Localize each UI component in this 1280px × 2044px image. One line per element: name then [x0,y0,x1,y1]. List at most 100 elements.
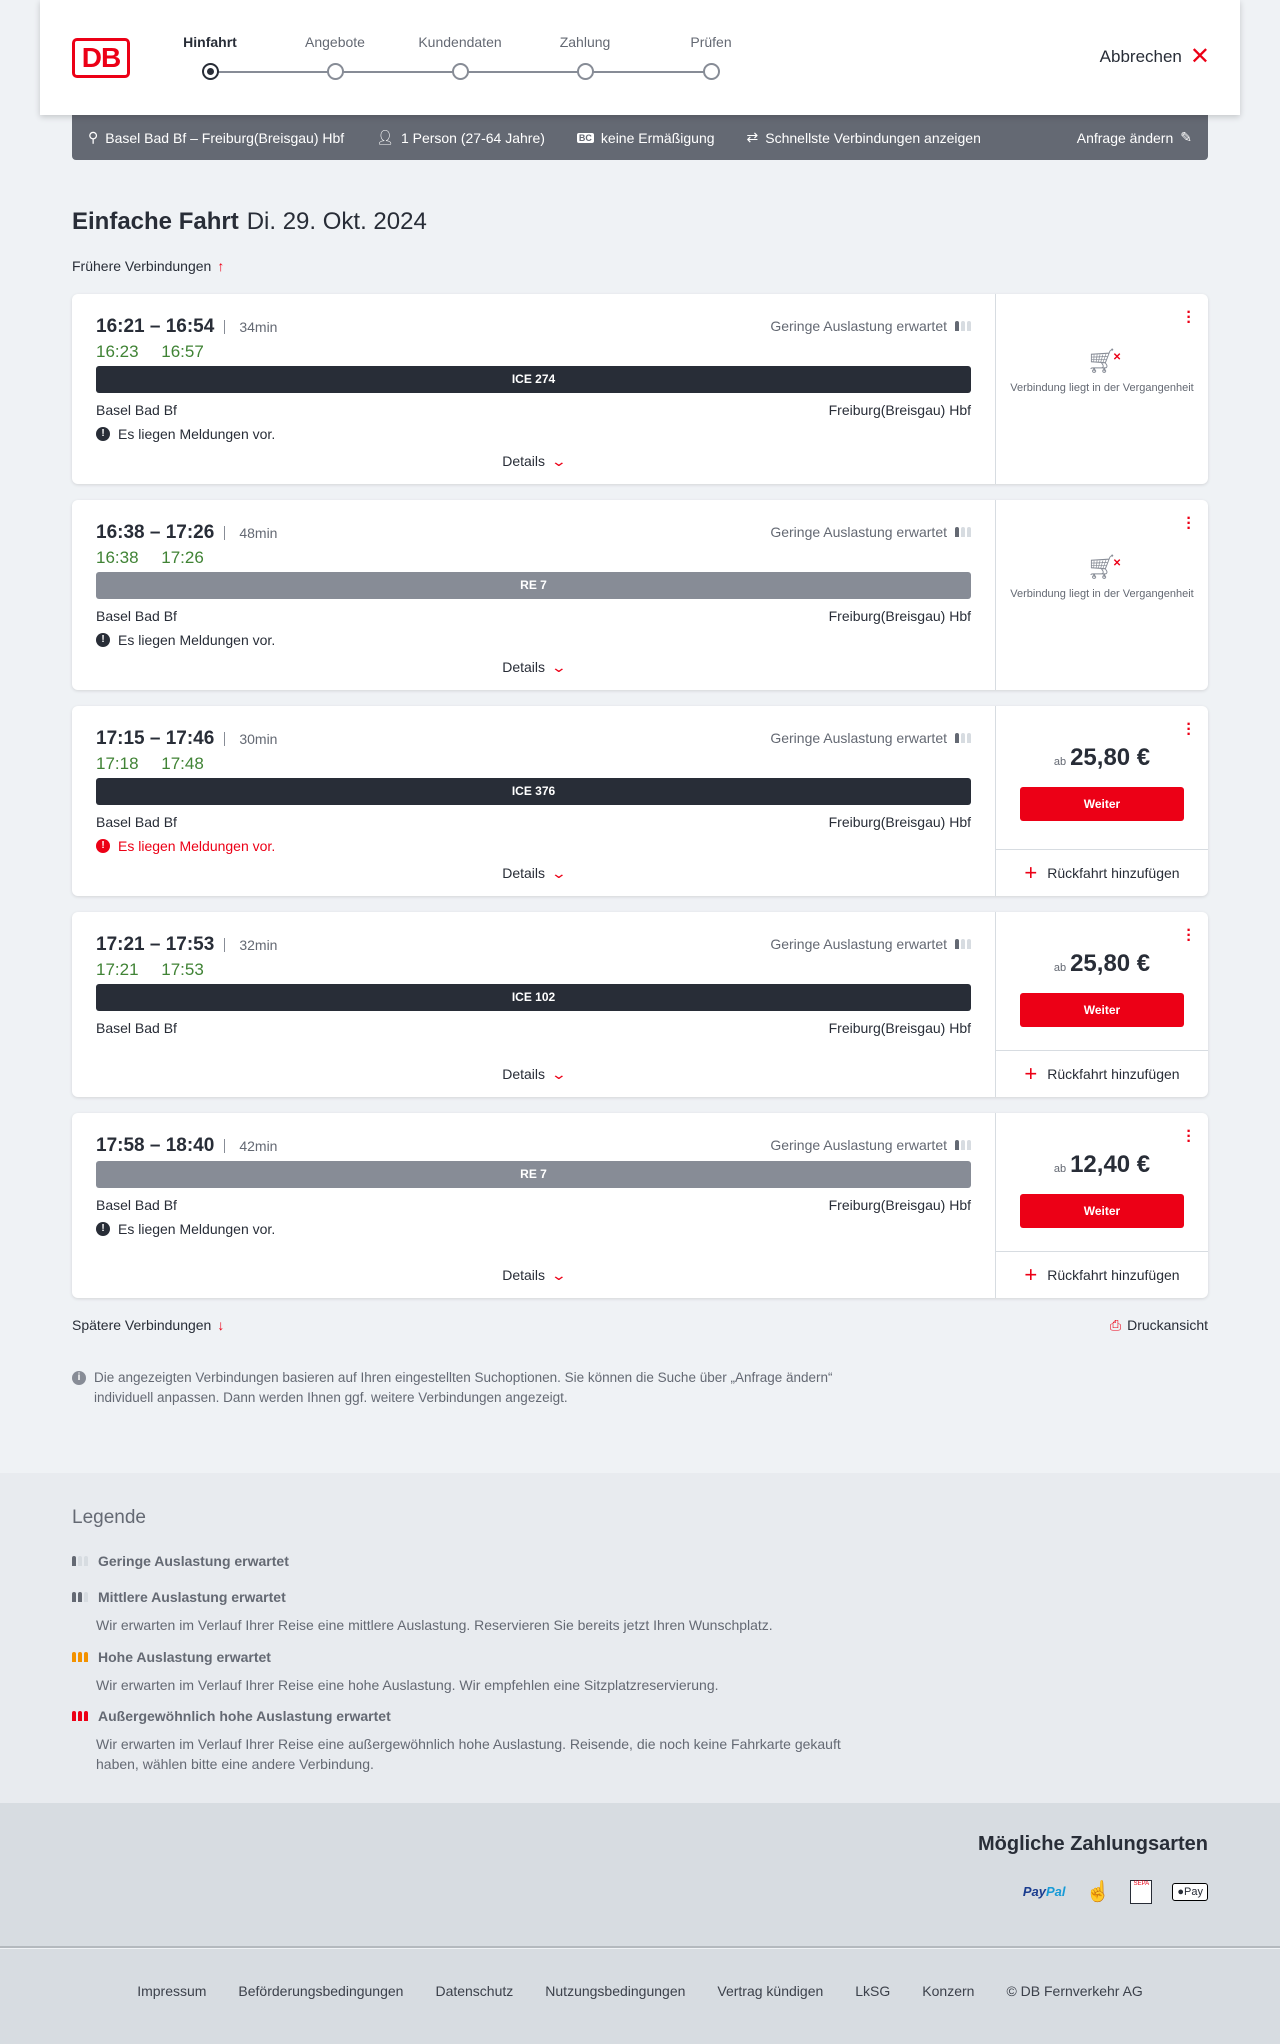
earlier-connections-link[interactable]: Frühere Verbindungen ↑ [72,258,224,274]
search-summary-bar: ⚲ Basel Bad Bf – Freiburg(Breisgau) Hbf 👤… [72,115,1208,160]
load-low-icon [955,733,971,743]
scheduled-times: 16:38 – 17:26 48min [96,522,277,544]
step-hinfahrt: Hinfahrt [183,34,237,50]
duration: 32min [224,938,277,952]
train-bar[interactable]: ICE 274 [96,366,971,393]
legend-item-high: Hohe Auslastung erwartet Wir erwarten im … [72,1649,856,1695]
load-info: Geringe Auslastung erwartet [770,1137,971,1153]
train-bar[interactable]: ICE 102 [96,984,971,1011]
step-angebote: Angebote [305,34,365,50]
legend-section: Legende [0,1473,1280,1803]
details-toggle[interactable]: Details ⌄ [72,659,995,676]
details-label: Details [502,1066,546,1082]
later-connections-link[interactable]: Spätere Verbindungen ↓ [72,1317,224,1333]
earlier-label: Frühere Verbindungen [72,258,212,274]
scheduled-times: 16:21 – 16:54 34min [96,316,277,338]
footer-link-konzern[interactable]: Konzern [922,1983,975,1999]
header: DB Hinfahrt Angebote Kundendaten Zahlung… [40,0,1240,115]
price-prefix: ab [1053,1163,1067,1175]
destination-station: Freiburg(Breisgau) Hbf [828,608,971,624]
offer-panel: · · · ab 12,40 € Weiter + Rückfahrt hinzufüge… [995,1113,1208,1298]
footer-link-datenschutz[interactable]: Datenschutz [435,1983,514,1999]
origin-station: Basel Bad Bf [96,608,177,624]
location-pin-icon: ⚲ [88,129,99,145]
footer-link-vertrag-kuendigen[interactable]: Vertrag kündigen [717,1983,824,1999]
details-toggle[interactable]: Details ⌄ [72,865,995,882]
origin-station: Basel Bad Bf [96,1020,177,1036]
train-bar[interactable]: ICE 376 [96,778,971,805]
fastest-toggle[interactable]: ⇄ Schnellste Verbindungen anzeigen [747,129,981,146]
legend-item-medium: Mittlere Auslastung erwartet Wir erwarten… [72,1589,856,1635]
train-bar[interactable]: RE 7 [96,1161,971,1188]
step-dot-active [202,63,219,80]
legend-label: Geringe Auslastung erwartet [98,1553,289,1569]
chevron-down-icon: ⌄ [550,1267,568,1283]
train-bar[interactable]: RE 7 [96,572,971,599]
footer-link-impressum[interactable]: Impressum [137,1983,207,1999]
db-logo[interactable]: DB [72,38,130,78]
load-medium-icon [72,1592,88,1602]
price: ab 12,40 € [996,1151,1208,1179]
connection-card: 17:58 – 18:40 42min Geringe Auslastung er… [72,1113,1208,1298]
close-icon: ✕ [1189,43,1210,70]
edit-request-button[interactable]: Anfrage ändern ✎ [1077,129,1192,146]
price: ab 25,80 € [996,744,1208,772]
add-return-button[interactable]: + Rückfahrt hinzufügen [996,1050,1208,1097]
load-text: Geringe Auslastung erwartet [770,524,947,540]
realtime-times: 16:38 17:26 [96,548,204,567]
swap-icon: ⇄ [746,129,759,145]
add-return-label: Rückfahrt hinzufügen [1047,865,1180,881]
duration: 48min [224,526,277,540]
stations: Basel Bad Bf Freiburg(Breisgau) Hbf [96,814,971,830]
add-return-button[interactable]: + Rückfahrt hinzufügen [996,849,1208,896]
step-dot [703,63,720,80]
more-options-icon[interactable]: · · · [1186,510,1192,537]
exclamation-icon: ! [96,1222,110,1236]
load-text: Geringe Auslastung erwartet [770,936,947,952]
destination-station: Freiburg(Breisgau) Hbf [828,1197,971,1213]
continue-button[interactable]: Weiter [1020,787,1184,821]
load-exceptional-icon [72,1711,88,1721]
print-view-link[interactable]: ⎙ Druckansicht [1110,1317,1208,1334]
notice-text: Es liegen Meldungen vor. [118,426,276,442]
footer-link-nutzungsbedingungen[interactable]: Nutzungsbedingungen [545,1983,686,1999]
add-return-label: Rückfahrt hinzufügen [1047,1267,1180,1283]
load-low-icon [955,939,971,949]
plus-icon: + [1024,860,1038,885]
add-return-button[interactable]: + Rückfahrt hinzufügen [996,1251,1208,1298]
more-options-icon[interactable]: · · · [1186,922,1192,949]
step-dot [452,63,469,80]
more-options-icon[interactable]: · · · [1186,1123,1192,1150]
connection-card: 17:21 – 17:53 32min 17:21 17:53 Geringe A… [72,912,1208,1097]
realtime-times: 16:23 16:57 [96,342,204,361]
person-icon: 👤︎ [376,129,394,145]
notice-text: Es liegen Meldungen vor. [118,1221,276,1237]
past-text: Verbindung liegt in der Vergangenheit [1010,382,1194,394]
details-toggle[interactable]: Details ⌄ [72,1267,995,1284]
load-low-icon [955,527,971,537]
notice: ! Es liegen Meldungen vor. [96,1221,275,1237]
trip-type: Einfache Fahrt [72,208,239,235]
more-options-icon[interactable]: · · · [1186,304,1192,331]
offer-panel: · · · ab 25,80 € Weiter + Rückfahrt hinzufüge… [995,912,1208,1097]
arrow-down-icon: ↓ [217,1317,225,1333]
step-dot [577,63,594,80]
trip-date: Di. 29. Okt. 2024 [246,208,427,235]
cancel-button[interactable]: Abbrechen ✕ [1100,43,1210,70]
paypal-icon: PayPal [1022,1884,1066,1899]
past-text: Verbindung liegt in der Vergangenheit [1010,588,1194,600]
price: ab 25,80 € [996,950,1208,978]
price-value: 25,80 € [1070,950,1151,977]
cart-unavailable-icon: 🛒︎ ✕ [1086,348,1122,375]
load-low-icon [72,1556,88,1566]
chevron-down-icon: ⌄ [550,1066,568,1082]
continue-button[interactable]: Weiter [1020,1194,1184,1228]
footer-link-befoerderungsbedingungen[interactable]: Beförderungsbedingungen [238,1983,404,1999]
details-toggle[interactable]: Details ⌄ [72,1066,995,1083]
price-value: 25,80 € [1070,744,1151,771]
continue-button[interactable]: Weiter [1020,993,1184,1027]
load-info: Geringe Auslastung erwartet [770,524,971,540]
footer-link-lksg[interactable]: LkSG [855,1983,891,1999]
details-toggle[interactable]: Details ⌄ [72,453,995,470]
more-options-icon[interactable]: · · · [1186,716,1192,743]
